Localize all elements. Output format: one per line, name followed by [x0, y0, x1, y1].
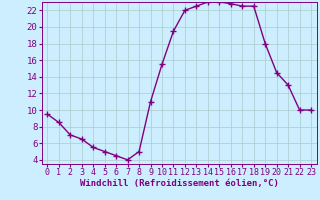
X-axis label: Windchill (Refroidissement éolien,°C): Windchill (Refroidissement éolien,°C) [80, 179, 279, 188]
